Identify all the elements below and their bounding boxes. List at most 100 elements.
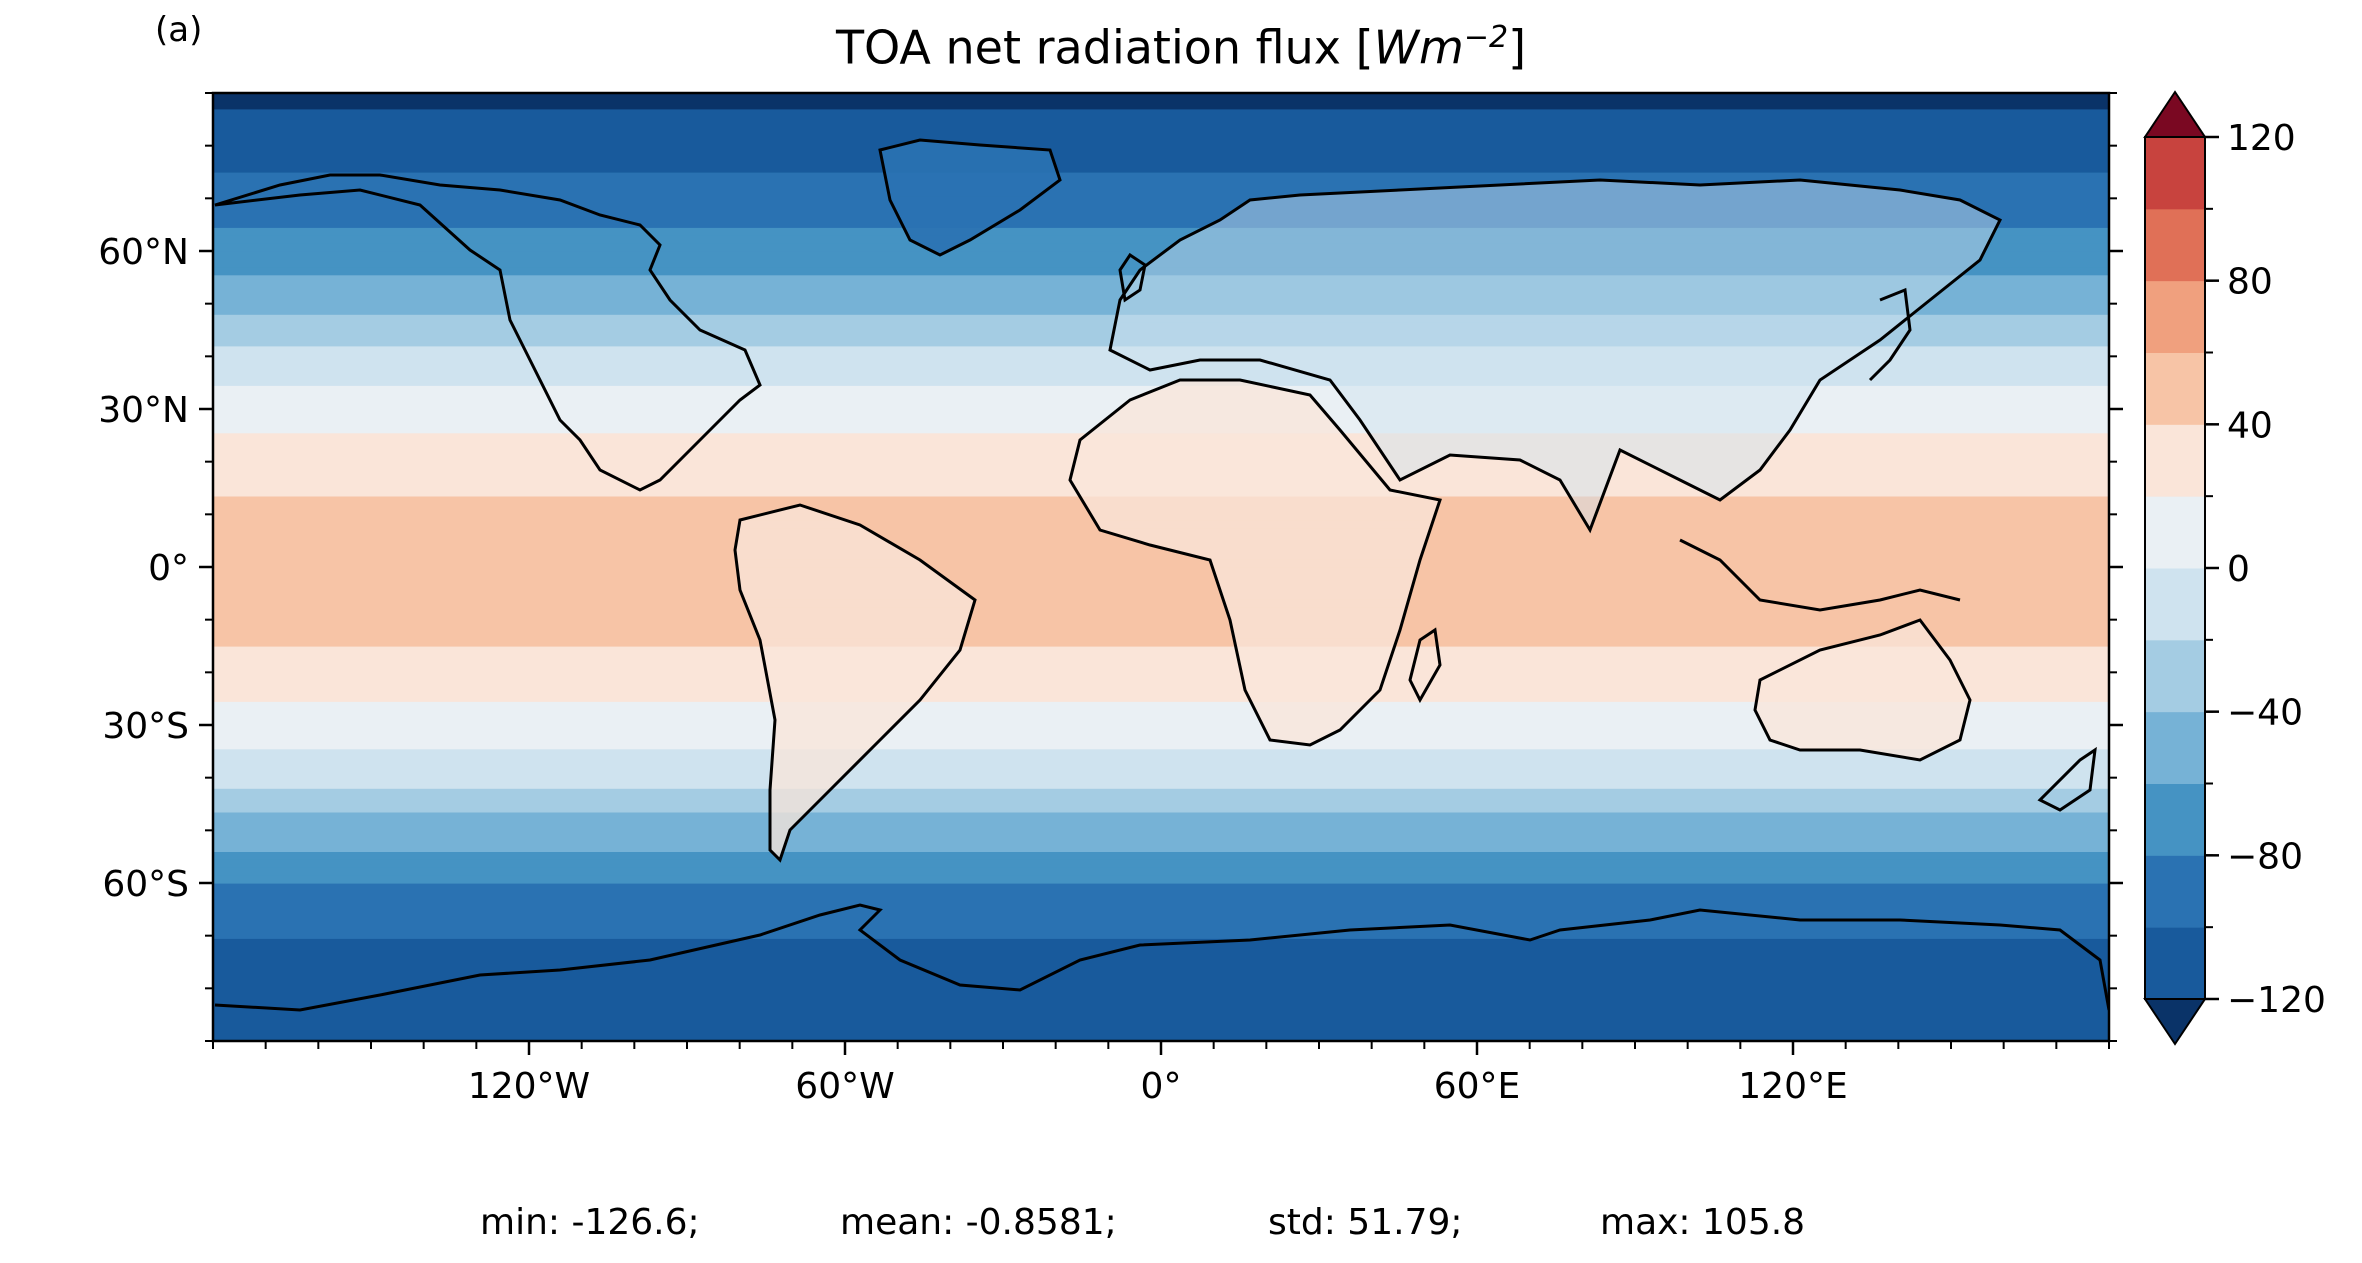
colorbar-under-arrow [2143, 998, 2207, 1046]
flux-band [213, 290, 2109, 299]
flux-band [213, 653, 2109, 663]
colorbar-segment [2145, 568, 2205, 641]
flux-band [213, 551, 2109, 560]
flux-band [213, 1017, 2109, 1026]
flux-band [213, 756, 2109, 766]
colorbar-tick-label: 120 [2227, 118, 2296, 159]
colorbar-tick-label: −40 [2227, 693, 2303, 734]
colorbar-segment [2145, 639, 2205, 713]
flux-band [213, 282, 2109, 292]
flux-band [213, 108, 2109, 118]
y-tick-label: 30°S [102, 706, 189, 747]
flux-band [213, 132, 2109, 141]
stat-min: min: -126.6; [480, 1202, 700, 1243]
flux-band [213, 535, 2109, 544]
flux-band [213, 693, 2109, 702]
y-tick-label: 30°N [98, 390, 189, 431]
flux-band [213, 1001, 2109, 1010]
flux-field [213, 93, 2109, 1041]
flux-band [213, 574, 2109, 584]
flux-band [213, 116, 2109, 126]
coast-new-zealand [2037, 746, 2097, 812]
x-axis: 120°W 60°W 0° 60°E 120°E [212, 1041, 2110, 1107]
flux-band [213, 251, 2109, 260]
flux-band [213, 274, 2109, 284]
flux-band [213, 393, 2109, 402]
flux-band [213, 614, 2109, 623]
coast-north-america [214, 173, 762, 492]
colorbar-tick-label: 40 [2227, 405, 2273, 446]
flux-band [213, 456, 2109, 465]
flux-band [213, 322, 2109, 331]
flux-band [213, 914, 2109, 924]
flux-band [213, 709, 2109, 718]
flux-band [213, 677, 2109, 687]
flux-band [213, 969, 2109, 979]
flux-band [213, 646, 2109, 655]
coast-antarctica [214, 903, 2109, 1012]
flux-band [213, 306, 2109, 315]
flux-band [213, 938, 2109, 947]
flux-band [213, 772, 2109, 781]
coast-south-america [733, 503, 977, 863]
flux-band [213, 298, 2109, 307]
flux-band [213, 835, 2109, 845]
flux-band [213, 859, 2109, 868]
flux-band [213, 843, 2109, 852]
coast-australia [1753, 618, 1972, 762]
flux-band [213, 148, 2109, 157]
stat-mean: mean: -0.8581; [840, 1202, 1117, 1243]
flux-band [213, 432, 2109, 442]
colorbar-segment [2145, 424, 2205, 497]
flux-band [213, 590, 2109, 600]
flux-band [213, 732, 2109, 742]
flux-band [213, 377, 2109, 386]
flux-band [213, 258, 2109, 268]
flux-band [213, 890, 2109, 900]
title-unit: Wm [1373, 20, 1464, 75]
stat-std: std: 51.79; [1268, 1202, 1463, 1243]
flux-band [213, 266, 2109, 276]
flux-band [213, 764, 2109, 773]
colorbar-segment [2145, 280, 2205, 353]
flux-band [213, 448, 2109, 457]
flux-band [213, 503, 2109, 513]
flux-band [213, 804, 2109, 813]
flux-band [213, 977, 2109, 987]
flux-band [213, 464, 2109, 473]
flux-band [213, 140, 2109, 149]
flux-band [213, 353, 2109, 363]
flux-band [213, 495, 2109, 505]
x-tick-label: 60°W [795, 1066, 894, 1107]
flux-band [213, 172, 2109, 181]
flux-band [213, 827, 2109, 837]
flux-band [213, 780, 2109, 789]
y-tick-label: 60°N [98, 232, 189, 273]
flux-band [213, 480, 2109, 489]
flux-band [213, 385, 2109, 394]
flux-band [213, 409, 2109, 418]
land-features [214, 138, 2109, 1012]
flux-band [213, 638, 2109, 647]
colorbar-segment [2145, 855, 2205, 928]
flux-band [213, 211, 2109, 220]
flux-band [213, 661, 2109, 671]
flux-band [213, 606, 2109, 615]
flux-band [213, 898, 2109, 908]
colorbar-segment [2145, 352, 2205, 425]
flux-band [213, 1009, 2109, 1018]
flux-band [213, 559, 2109, 568]
y-axis: 60°N 30°N 0° 30°S 60°S [98, 92, 2123, 1042]
flux-band [213, 472, 2109, 481]
coast-africa [1068, 378, 1442, 747]
flux-band [213, 100, 2109, 110]
y-tick-label: 0° [148, 548, 189, 589]
flux-band [213, 1025, 2109, 1034]
flux-band [213, 954, 2109, 963]
panel-label: (a) [155, 10, 203, 50]
flux-band [213, 164, 2109, 173]
flux-band [213, 179, 2109, 189]
title-close: ] [1508, 20, 1527, 75]
title-text: TOA net radiation flux [ [835, 20, 1374, 75]
